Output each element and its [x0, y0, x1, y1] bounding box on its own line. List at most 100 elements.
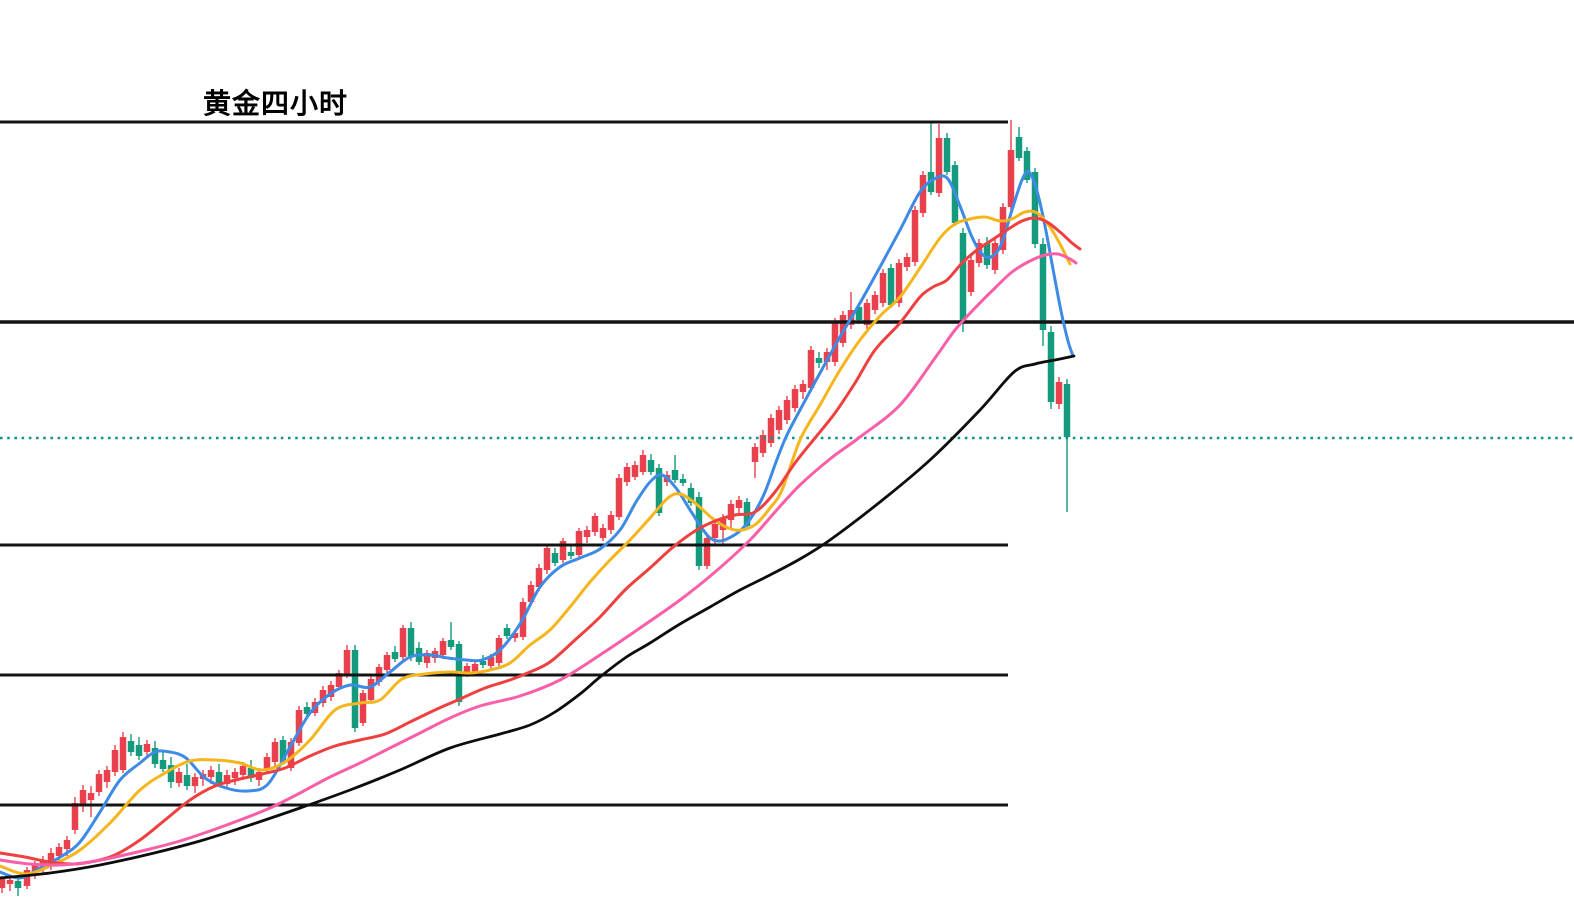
candle-body-up — [879, 273, 887, 303]
candle-body-up — [975, 243, 983, 263]
ma-mid-yellow — [0, 209, 1072, 876]
candle-body-down — [407, 628, 415, 656]
candle-body-up — [367, 679, 375, 700]
candle-body-up — [327, 685, 335, 697]
candle-body-up — [271, 742, 279, 762]
candle-body-up — [895, 263, 903, 303]
candle-body-up — [423, 653, 431, 663]
candle-body-up — [463, 666, 471, 674]
candle-body-up — [511, 633, 519, 638]
ma-slower-pink — [0, 252, 1078, 867]
candle-body-up — [911, 210, 919, 262]
horizontal-level-lines — [0, 120, 1574, 807]
candle-body-up — [399, 628, 407, 657]
candle-body-up — [143, 744, 151, 752]
candle-body-up — [0, 879, 6, 888]
candle-body-down — [983, 243, 991, 265]
candle-body-down — [1023, 151, 1031, 180]
candle-body-up — [559, 541, 567, 560]
candle-body-down — [303, 707, 311, 714]
candle-body-down — [655, 468, 663, 513]
candle-body-down — [183, 775, 191, 786]
candle-body-down — [279, 740, 287, 762]
candle-body-up — [319, 690, 327, 703]
candle-body-up — [231, 772, 239, 778]
candle-body-up — [807, 350, 815, 388]
ma-slowest-black — [0, 354, 1076, 880]
candle-body-up — [935, 138, 943, 193]
candle-body-down — [391, 652, 399, 659]
candle-body-up — [999, 207, 1007, 250]
candle-body-up — [383, 655, 391, 670]
ma-fast-blue — [0, 170, 1075, 880]
candle-body-down — [1039, 244, 1047, 330]
candle-body-up — [607, 515, 615, 530]
candle-body-down — [1015, 137, 1023, 158]
candle-body-up — [583, 530, 591, 537]
candle-body-up — [767, 418, 775, 443]
candle-body-up — [223, 775, 231, 784]
candle-body-up — [487, 657, 495, 666]
candle-body-up — [1007, 150, 1015, 207]
candle-body-up — [863, 303, 871, 325]
candle-body-down — [1031, 172, 1039, 244]
candle-body-down — [247, 768, 255, 778]
candle-body-down — [135, 745, 143, 756]
candle-body-down — [687, 488, 695, 503]
candle-body-up — [991, 243, 999, 270]
candle-body-up — [175, 772, 183, 783]
candle-body-down — [167, 765, 175, 782]
candle-body-up — [55, 847, 63, 856]
candle-body-down — [159, 760, 167, 769]
candle-body-up — [639, 455, 647, 472]
candle-body-up — [575, 531, 583, 555]
candle-body-down — [679, 479, 687, 483]
candle-body-up — [471, 664, 479, 672]
candle-body-up — [207, 770, 215, 777]
candle-body-down — [351, 650, 359, 728]
ma-slow-red — [0, 216, 1082, 866]
candle-body-up — [263, 757, 271, 770]
candle-body-up — [63, 840, 71, 849]
candle-body-up — [631, 465, 639, 477]
candle-body-down — [447, 640, 455, 647]
candle-body-down — [1047, 332, 1055, 402]
candle-body-up — [615, 478, 623, 517]
candle-body-down — [503, 628, 511, 636]
candle-body-down — [887, 268, 895, 305]
candle-body-down — [959, 233, 967, 323]
candle-body-up — [735, 500, 743, 508]
candle-body-up — [799, 384, 807, 392]
candle-body-up — [239, 766, 247, 775]
candle-body-up — [967, 260, 975, 292]
candle-body-up — [439, 641, 447, 655]
candle-body-up — [287, 742, 295, 768]
candle-body-up — [727, 504, 735, 520]
candle-body-up — [711, 524, 719, 538]
candle-body-down — [151, 748, 159, 764]
candle-body-up — [87, 793, 95, 800]
candle-body-up — [599, 528, 607, 538]
candle-body-up — [111, 750, 119, 772]
candle-body-up — [823, 352, 831, 362]
candle-body-down — [127, 741, 135, 752]
candle-body-up — [535, 568, 543, 587]
candle-body-up — [343, 650, 351, 675]
candle-body-down — [671, 470, 679, 480]
candle-body-down — [567, 552, 575, 556]
candle-body-down — [815, 358, 823, 363]
candle-body-up — [31, 865, 39, 872]
candle-body-up — [703, 538, 711, 566]
candle-body-up — [791, 389, 799, 408]
candle-body-down — [943, 138, 951, 172]
candlestick-series — [0, 120, 1071, 896]
candle-body-up — [103, 770, 111, 782]
candle-body-up — [6, 880, 14, 884]
candle-body-up — [71, 803, 79, 830]
candle-body-up — [783, 400, 791, 420]
candle-body-up — [119, 737, 127, 770]
candle-body-up — [191, 777, 199, 786]
candle-body-up — [871, 295, 879, 310]
